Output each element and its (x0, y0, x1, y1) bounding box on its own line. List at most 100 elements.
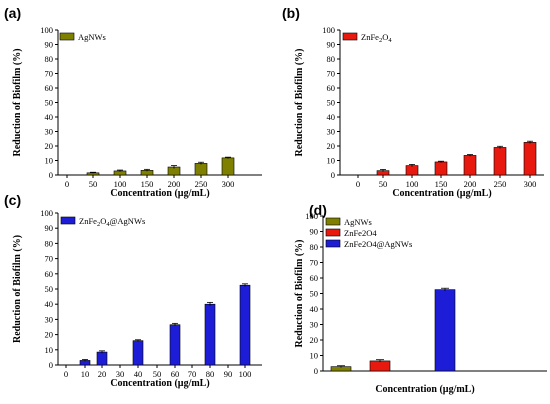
chart-panel-1: (a) 0 10 20 30 40 50 60 70 80 90 100 Reduction of Bi… (4, 5, 262, 199)
bar (132, 340, 144, 366)
y-tick-label: 70 (310, 258, 319, 268)
bar (493, 147, 507, 176)
y-tick-label: 40 (45, 112, 54, 122)
legend-label: ZnFe2O4 (361, 32, 392, 44)
y-tick-label: 30 (45, 127, 54, 137)
panel-letter: (d) (309, 202, 327, 218)
bar (204, 303, 216, 366)
y-tick-label: 60 (327, 83, 336, 93)
y-tick-label: 20 (327, 141, 336, 151)
bar (369, 360, 391, 372)
y-tick-label: 40 (45, 299, 54, 309)
bar (239, 284, 251, 366)
y-tick-label: 70 (327, 69, 336, 79)
x-tick-label: 250 (195, 179, 208, 189)
bar (434, 161, 448, 176)
legend-swatch (325, 217, 341, 226)
x-tick-label: 0 (65, 179, 69, 189)
y-tick-label: 0 (331, 170, 335, 180)
y-tick-label: 100 (40, 25, 53, 35)
x-tick-label: 50 (379, 179, 388, 189)
y-tick-label: 20 (45, 330, 54, 340)
legend-swatch (342, 32, 358, 41)
x-axis-title: Concentration (µg/mL) (110, 378, 209, 389)
y-tick-label: 40 (310, 304, 319, 314)
y-tick-label: 30 (327, 127, 336, 137)
y-tick-label: 50 (310, 289, 319, 299)
bar (405, 165, 419, 176)
x-tick-label: 10 (81, 369, 90, 379)
x-axis-title: Concentration (µg/mL) (392, 188, 491, 199)
y-tick-label: 10 (45, 345, 54, 355)
y-tick-label: 100 (322, 25, 335, 35)
x-tick-label: 100 (406, 179, 419, 189)
y-tick-label: 50 (45, 98, 54, 108)
y-tick-label: 0 (49, 170, 53, 180)
x-tick-label: 200 (464, 179, 477, 189)
y-tick-label: 90 (310, 227, 319, 237)
x-tick-label: 300 (524, 179, 537, 189)
bar (169, 324, 181, 366)
x-tick-label: 70 (188, 369, 197, 379)
legend-swatch (325, 239, 341, 248)
y-tick-label: 90 (45, 40, 54, 50)
x-tick-label: 50 (89, 179, 98, 189)
bar (463, 155, 477, 176)
legend-label: ZnFe2O4@AgNWs (344, 239, 412, 249)
y-tick-label: 90 (327, 40, 336, 50)
y-tick-label: 0 (49, 360, 53, 370)
legend-label: AgNWs (78, 32, 106, 42)
x-tick-label: 0 (356, 179, 360, 189)
x-tick-label: 300 (222, 179, 235, 189)
x-tick-label: 200 (168, 179, 181, 189)
x-tick-label: 40 (134, 369, 143, 379)
y-tick-label: 40 (327, 112, 336, 122)
bar (523, 142, 537, 176)
x-tick-label: 80 (206, 369, 215, 379)
y-tick-label: 30 (310, 320, 319, 330)
y-tick-label: 100 (40, 208, 53, 218)
y-tick-label: 80 (327, 54, 336, 64)
y-tick-label: 100 (305, 211, 318, 221)
x-tick-label: 100 (114, 179, 127, 189)
y-tick-label: 10 (327, 156, 336, 166)
y-tick-label: 60 (45, 83, 54, 93)
y-tick-label: 90 (45, 223, 54, 233)
x-tick-label: 60 (171, 369, 180, 379)
x-tick-label: 100 (239, 369, 252, 379)
y-tick-label: 10 (310, 351, 319, 361)
x-tick-label: 250 (494, 179, 507, 189)
y-tick-label: 80 (310, 242, 319, 252)
y-tick-label: 60 (310, 273, 319, 283)
x-tick-label: 150 (435, 179, 448, 189)
y-tick-label: 50 (45, 284, 54, 294)
y-axis-title: Reduction of Biofilm (%) (12, 235, 23, 343)
y-axis-title: Reduction of Biofilm (%) (294, 48, 305, 156)
x-axis-title: Concentration (µg/mL) (110, 188, 209, 199)
y-tick-label: 80 (45, 54, 54, 64)
legend-swatch (59, 32, 75, 41)
x-tick-label: 0 (64, 369, 68, 379)
y-axis-title: Reduction of Biofilm (%) (294, 239, 305, 347)
y-tick-label: 10 (45, 156, 54, 166)
legend-label: ZnFe2O4@AgNWs (79, 216, 145, 228)
panel-letter: (a) (4, 5, 21, 21)
chart-panel-2: (b) 0 10 20 30 40 50 60 70 80 90 100 Reduction of Bi… (282, 5, 544, 199)
y-tick-label: 80 (45, 238, 54, 248)
y-tick-label: 20 (45, 141, 54, 151)
panel-letter: (b) (282, 5, 300, 21)
x-tick-label: 90 (224, 369, 233, 379)
chart-panel-4: (d) 0 10 20 30 40 50 60 70 80 90 100 Reduction of Bi… (294, 202, 547, 395)
bar (96, 351, 108, 366)
y-tick-label: 60 (45, 269, 54, 279)
y-tick-label: 70 (45, 69, 54, 79)
legend-swatch (325, 228, 341, 237)
x-tick-label: 50 (153, 369, 162, 379)
x-tick-label: 30 (116, 369, 125, 379)
bar (434, 289, 456, 372)
y-axis-title: Reduction of Biofilm (%) (12, 48, 23, 156)
legend-swatch (60, 216, 76, 225)
x-tick-label: 20 (98, 369, 107, 379)
